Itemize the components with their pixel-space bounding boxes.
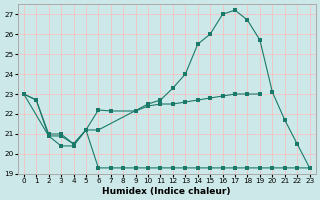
X-axis label: Humidex (Indice chaleur): Humidex (Indice chaleur) xyxy=(102,187,231,196)
